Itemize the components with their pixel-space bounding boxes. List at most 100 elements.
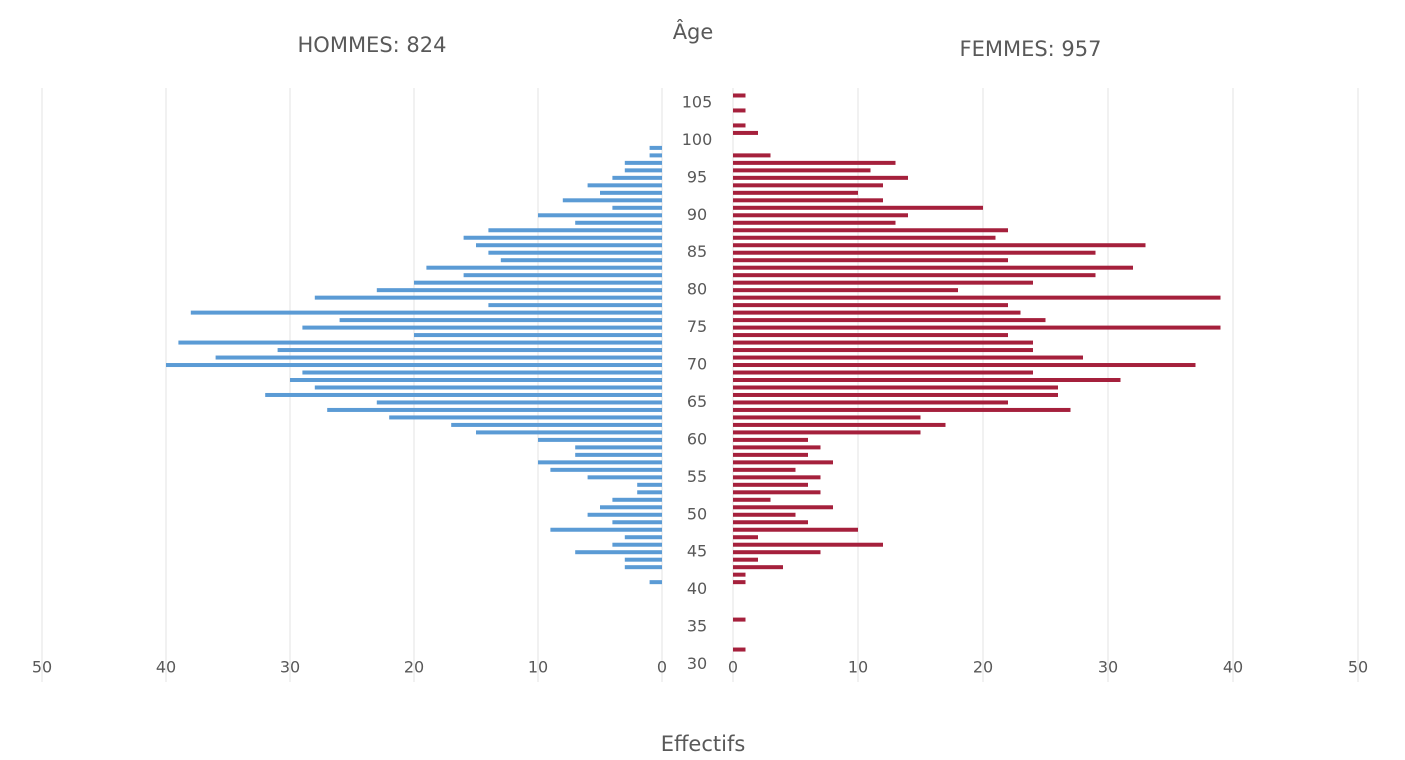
bar: [733, 175, 908, 180]
bar: [733, 520, 808, 525]
bar: [463, 273, 662, 278]
y-tick-label: 100: [682, 130, 713, 149]
bar: [649, 153, 662, 158]
bar: [733, 198, 883, 203]
bar: [733, 168, 871, 173]
bar: [290, 378, 662, 382]
bar: [733, 235, 996, 240]
y-tick-label: 75: [687, 317, 707, 336]
bar: [600, 505, 662, 510]
bar: [733, 243, 1146, 248]
bar: [327, 407, 662, 412]
bar: [733, 130, 758, 135]
bar: [733, 325, 1221, 330]
bar: [733, 617, 746, 622]
y-tick-label: 35: [687, 617, 707, 636]
x-tick-label: 30: [1098, 658, 1118, 677]
bar: [733, 378, 1121, 382]
x-tick-label: 50: [32, 658, 52, 677]
bar: [733, 363, 1196, 368]
bar: [476, 430, 662, 435]
bar: [414, 280, 662, 285]
bar: [733, 258, 1008, 263]
y-tick-label: 50: [687, 504, 707, 523]
bar: [733, 355, 1083, 360]
x-tick-label: 20: [404, 658, 424, 677]
x-tick-label: 40: [1223, 658, 1243, 677]
bar: [733, 213, 908, 218]
bar: [733, 437, 808, 442]
x-tick-label: 30: [280, 658, 300, 677]
x-tick-label: 40: [156, 658, 176, 677]
bar: [733, 93, 746, 98]
bar: [612, 520, 662, 525]
bar: [733, 490, 821, 495]
x-tick-label: 0: [728, 658, 738, 677]
bar: [587, 512, 662, 517]
bar: [624, 565, 662, 570]
bar: [733, 205, 983, 210]
bar: [562, 198, 662, 203]
bar: [314, 385, 662, 390]
bar: [733, 550, 821, 555]
bar: [314, 295, 662, 300]
bar: [733, 310, 1021, 315]
bar: [215, 355, 662, 360]
y-tick-label: 90: [687, 205, 707, 224]
bar: [733, 460, 833, 465]
y-tick-label: 55: [687, 467, 707, 486]
y-tick-label: 105: [682, 92, 713, 111]
bar: [190, 310, 663, 315]
y-tick-label: 85: [687, 242, 707, 261]
bar: [733, 190, 858, 195]
bar: [733, 392, 1058, 397]
bar: [463, 235, 662, 240]
bar: [488, 303, 662, 308]
bar: [733, 250, 1096, 255]
bar: [612, 175, 662, 180]
bar: [637, 482, 662, 487]
series-title: FEMMES: 957: [959, 37, 1101, 61]
bar: [612, 497, 662, 502]
bar: [538, 460, 662, 465]
bar: [733, 183, 883, 188]
bar: [733, 452, 808, 457]
bar: [733, 482, 808, 487]
bar: [575, 445, 662, 450]
bar: [733, 430, 921, 435]
bar: [733, 303, 1008, 308]
bar: [733, 407, 1071, 412]
bar: [166, 363, 662, 368]
bar: [575, 550, 662, 555]
bar: [637, 490, 662, 495]
bar: [376, 400, 662, 405]
bar: [277, 348, 662, 353]
x-tick-label: 20: [973, 658, 993, 677]
bar: [500, 258, 662, 263]
bar: [488, 228, 662, 233]
bar: [733, 153, 771, 158]
bar: [733, 527, 858, 532]
bar: [476, 243, 662, 248]
y-axis-label: Âge: [673, 19, 714, 44]
bar: [624, 557, 662, 562]
y-tick-label: 60: [687, 429, 707, 448]
bar: [733, 400, 1008, 405]
x-tick-label: 10: [528, 658, 548, 677]
bar: [733, 565, 783, 570]
bar: [339, 318, 662, 323]
y-tick-label: 70: [687, 355, 707, 374]
y-tick-label: 80: [687, 280, 707, 299]
bar: [733, 475, 821, 480]
y-tick-label: 40: [687, 579, 707, 598]
bar: [538, 437, 662, 442]
bar: [733, 295, 1221, 300]
bar: [733, 280, 1033, 285]
bar: [624, 160, 662, 165]
bar: [612, 205, 662, 210]
bar: [733, 505, 833, 510]
bar: [302, 370, 662, 375]
bar: [733, 348, 1033, 353]
bar: [426, 265, 662, 270]
